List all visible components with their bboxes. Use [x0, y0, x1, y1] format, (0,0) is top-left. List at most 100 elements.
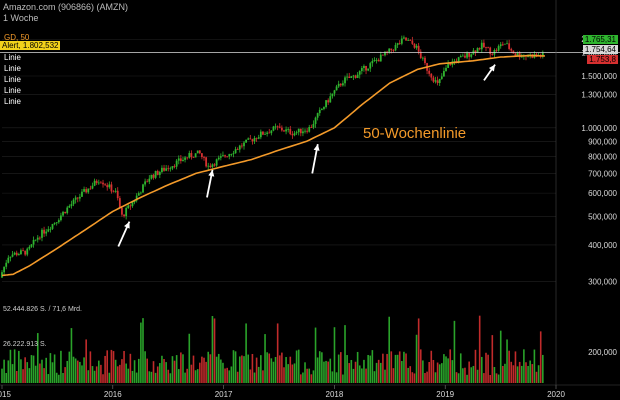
- candle-body: [278, 126, 281, 128]
- candle-body: [207, 165, 210, 167]
- candle-body: [26, 248, 29, 255]
- candle-body: [198, 150, 201, 154]
- candle-body: [541, 52, 544, 57]
- volume-bar: [285, 357, 287, 383]
- volume-bar: [236, 371, 239, 383]
- candle-body: [217, 157, 220, 160]
- volume-bar: [506, 339, 508, 383]
- volume-bar: [169, 373, 172, 383]
- volume-bar: [493, 367, 496, 383]
- candle-body: [480, 42, 483, 50]
- volume-bar: [535, 371, 538, 383]
- candle-body: [131, 202, 134, 207]
- volume-bar: [234, 351, 237, 383]
- volume-bar: [466, 374, 468, 383]
- volume-bar: [483, 373, 485, 383]
- candle-body: [15, 252, 18, 256]
- candle-body: [137, 193, 140, 196]
- volume-bar: [377, 359, 380, 383]
- candle-body: [373, 60, 376, 62]
- volume-bar: [430, 350, 433, 383]
- candle-body: [142, 184, 144, 193]
- up-arrow-head: [208, 169, 215, 177]
- candle-body: [411, 40, 414, 44]
- volume-bar: [43, 368, 45, 383]
- candle-body: [285, 129, 287, 132]
- volume-bar: [91, 366, 94, 383]
- candle-body: [276, 126, 279, 128]
- volume-bar: [152, 361, 155, 383]
- volume-bar: [53, 354, 56, 383]
- y-tick-label: 600,000: [588, 189, 617, 198]
- candle-body: [154, 170, 157, 178]
- candle-body: [415, 45, 418, 48]
- volume-bar: [300, 374, 302, 383]
- volume-bar: [253, 372, 256, 383]
- candle-body: [287, 129, 290, 130]
- volume-bar: [485, 352, 487, 383]
- candle-body: [501, 44, 504, 46]
- candle-body: [171, 166, 174, 169]
- candle-body: [247, 138, 250, 140]
- candle-body: [381, 54, 384, 56]
- volume-bar: [34, 365, 37, 383]
- candle-body: [388, 48, 391, 52]
- candle-body: [161, 167, 163, 173]
- volume-bar: [318, 351, 321, 383]
- volume-bar: [106, 350, 109, 383]
- candle-body: [268, 132, 271, 134]
- volume-bar: [542, 354, 544, 383]
- volume-bar: [5, 373, 8, 383]
- candle-body: [22, 250, 24, 252]
- volume-bar: [182, 354, 184, 383]
- volume-bar: [457, 373, 460, 383]
- volume-bar: [525, 362, 527, 383]
- volume-bar: [60, 350, 62, 383]
- legend-line-item: Linie: [4, 53, 21, 62]
- ma-annotation: 50-Wochenlinie: [363, 125, 467, 142]
- volume-bar: [468, 361, 470, 383]
- volume-bar: [243, 356, 245, 383]
- candle-body: [123, 214, 125, 217]
- candle-body: [274, 126, 277, 128]
- candle-body: [396, 43, 399, 46]
- candle-body: [270, 130, 273, 134]
- candle-body: [196, 150, 199, 154]
- candle-body: [342, 83, 344, 86]
- volume-bar: [51, 362, 54, 383]
- volume-bar: [308, 368, 311, 383]
- x-tick-label: 2017: [215, 390, 233, 399]
- candle-body: [510, 48, 513, 51]
- candle-body: [177, 158, 180, 161]
- candle-body: [85, 189, 88, 193]
- candle-body: [409, 40, 412, 41]
- candle-body: [443, 71, 445, 77]
- candle-body: [9, 256, 12, 258]
- volume-bar: [93, 370, 96, 383]
- candle-body: [297, 128, 300, 133]
- volume-bar: [297, 349, 300, 383]
- volume-bar: [76, 360, 79, 383]
- volume-bar: [121, 359, 123, 383]
- volume-bar: [523, 349, 525, 383]
- candle-body: [445, 67, 447, 72]
- candle-body: [495, 50, 498, 51]
- volume-bar: [325, 360, 327, 383]
- candle-body: [110, 184, 113, 192]
- candle-body: [139, 192, 142, 194]
- candle-body: [102, 182, 104, 185]
- candle-body: [11, 254, 14, 257]
- volume-bar: [428, 362, 430, 383]
- candle-body: [295, 132, 298, 134]
- volume-bar: [346, 355, 348, 383]
- candle-body: [272, 126, 275, 131]
- volume-bar: [123, 351, 125, 383]
- volume-bar: [520, 365, 523, 383]
- volume-bar: [146, 358, 148, 383]
- candle-body: [447, 62, 450, 68]
- candle-body: [476, 48, 479, 53]
- candle-body: [24, 250, 27, 255]
- volume-bar: [464, 367, 466, 383]
- candle-body: [203, 157, 205, 158]
